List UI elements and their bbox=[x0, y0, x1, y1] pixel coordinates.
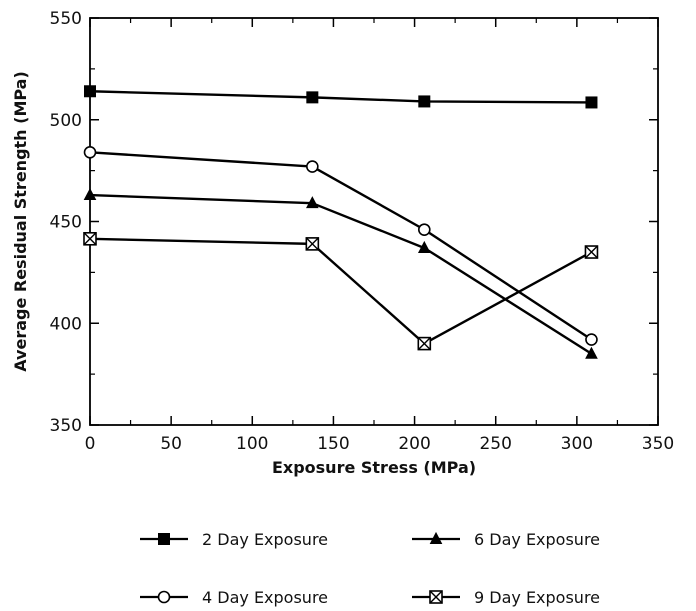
x-tick-label: 0 bbox=[85, 434, 96, 454]
data-point bbox=[306, 160, 319, 173]
series-line bbox=[89, 193, 593, 355]
data-point bbox=[585, 346, 598, 359]
data-point bbox=[417, 240, 431, 253]
line-chart: 0 50 100 150 200 250 300 350 350 400 450 500 550 Expo… bbox=[11, 9, 674, 477]
legend-marker bbox=[158, 533, 170, 545]
x-axis-title: Exposure Stress (MPa) bbox=[272, 458, 476, 477]
data-point bbox=[306, 91, 319, 104]
legend-symbol bbox=[412, 590, 460, 604]
series-1 bbox=[84, 85, 598, 109]
legend-item: 6 Day Exposure bbox=[410, 525, 600, 553]
data-point bbox=[584, 245, 599, 259]
legend-symbol bbox=[140, 533, 188, 545]
data-point-cross-b bbox=[584, 245, 598, 259]
data-point bbox=[84, 85, 96, 98]
legend-label: 9 Day Exposure bbox=[474, 587, 601, 607]
series-2 bbox=[83, 146, 598, 346]
data-point bbox=[418, 95, 431, 108]
x-tick-label: 350 bbox=[642, 434, 674, 454]
legend-symbol bbox=[412, 531, 460, 544]
legend-item: 2 Day Exposure bbox=[138, 525, 328, 553]
data-point bbox=[305, 237, 320, 251]
x-tick-label: 100 bbox=[236, 434, 268, 454]
legend-marker bbox=[157, 590, 171, 604]
y-tick-label: 550 bbox=[50, 9, 82, 29]
legend-marker-cross-b bbox=[429, 590, 443, 604]
legend-marker bbox=[429, 531, 443, 544]
legend-label: 4 Day Exposure bbox=[202, 587, 329, 607]
data-point bbox=[417, 336, 432, 351]
legend-symbol bbox=[140, 590, 188, 604]
data-point bbox=[83, 146, 97, 159]
y-axis-title: Average Residual Strength (MPa) bbox=[11, 71, 30, 372]
data-point bbox=[418, 223, 431, 236]
legend-item: 4 Day Exposure bbox=[138, 583, 328, 611]
y-tick-label: 450 bbox=[50, 213, 82, 233]
data-point bbox=[83, 231, 97, 246]
legend-label: 6 Day Exposure bbox=[474, 529, 601, 549]
data-point-cross-b bbox=[83, 232, 97, 246]
y-tick-label: 500 bbox=[50, 111, 82, 131]
data-point bbox=[83, 187, 97, 201]
series-line bbox=[89, 237, 593, 345]
legend-item: 9 Day Exposure bbox=[410, 583, 600, 611]
chart-area: 0 50 100 150 200 250 300 350 350 400 450 500 550 Expo… bbox=[11, 9, 674, 477]
series-4 bbox=[83, 231, 599, 351]
legend-label: 2 Day Exposure bbox=[202, 529, 329, 549]
series-3 bbox=[83, 187, 598, 359]
series-line bbox=[89, 151, 593, 341]
data-point bbox=[585, 333, 598, 346]
x-tick-label: 250 bbox=[479, 434, 511, 454]
x-tick-label: 50 bbox=[160, 434, 182, 454]
plot-frame bbox=[89, 17, 659, 426]
legend-marker bbox=[429, 590, 443, 604]
series-line bbox=[89, 90, 592, 104]
y-tick-label: 400 bbox=[50, 314, 82, 334]
x-tick-label: 150 bbox=[317, 434, 349, 454]
legend: 2 Day Exposure 6 Day Exposure 4 Day Exposu… bbox=[0, 490, 696, 610]
data-point-cross-b bbox=[305, 237, 319, 251]
data-point bbox=[585, 96, 598, 109]
x-tick-label: 200 bbox=[398, 434, 430, 454]
y-tick-label: 350 bbox=[50, 416, 82, 436]
data-point bbox=[306, 196, 319, 209]
x-tick-label: 300 bbox=[561, 434, 593, 454]
data-point-cross-b bbox=[417, 337, 431, 351]
